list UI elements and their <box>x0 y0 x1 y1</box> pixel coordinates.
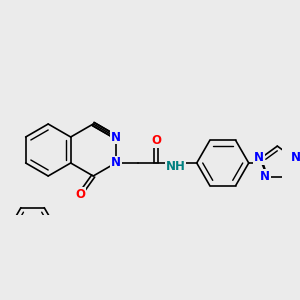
Text: N: N <box>254 151 264 164</box>
Text: N: N <box>111 157 121 169</box>
Text: O: O <box>151 134 161 147</box>
Text: N: N <box>260 170 270 183</box>
Text: N: N <box>111 130 121 143</box>
Text: O: O <box>75 188 85 201</box>
Text: N: N <box>291 151 300 164</box>
Text: NH: NH <box>166 160 185 173</box>
